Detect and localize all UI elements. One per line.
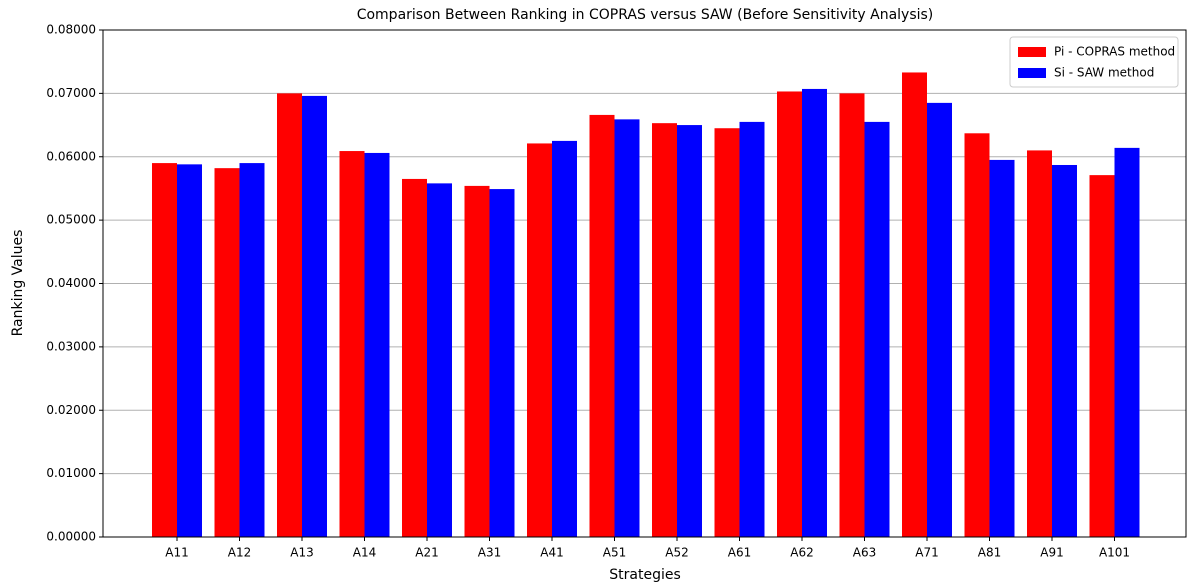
x-tick-label: A21	[415, 546, 438, 560]
bar	[1089, 175, 1115, 537]
x-tick-label: A101	[1099, 546, 1130, 560]
y-tick-label: 0.07000	[46, 86, 96, 100]
x-tick-label: A41	[540, 546, 563, 560]
y-tick-label: 0.04000	[46, 276, 96, 290]
bar	[714, 128, 740, 537]
bar	[552, 140, 577, 537]
chart-title: Comparison Between Ranking in COPRAS ver…	[357, 7, 934, 23]
x-tick-label: A52	[665, 546, 688, 560]
bar	[527, 143, 552, 537]
x-tick-label: A62	[790, 546, 813, 560]
bar	[277, 93, 302, 537]
x-tick-label: A14	[353, 546, 376, 560]
bar	[1052, 164, 1077, 537]
bar	[1114, 147, 1140, 537]
y-tick-label: 0.05000	[46, 213, 96, 227]
legend-swatch	[1018, 68, 1046, 78]
bar	[152, 163, 177, 537]
x-tick-label: A63	[853, 546, 876, 560]
bar	[589, 114, 615, 538]
legend-label: Pi - COPRAS method	[1054, 45, 1175, 59]
bar	[214, 168, 240, 537]
bar	[802, 88, 827, 537]
bar	[427, 183, 452, 537]
bar	[614, 119, 640, 537]
y-tick-label: 0.01000	[46, 466, 96, 480]
bar	[652, 123, 677, 537]
bar	[402, 178, 427, 537]
y-tick-label: 0.03000	[46, 339, 96, 353]
bar	[989, 159, 1015, 537]
x-tick-label: A13	[290, 546, 313, 560]
bar	[239, 163, 265, 537]
legend-label: Si - SAW method	[1054, 66, 1154, 80]
y-tick-label: 0.02000	[46, 403, 96, 417]
x-tick-label: A51	[603, 546, 626, 560]
x-tick-label: A12	[228, 546, 251, 560]
bar	[927, 102, 952, 537]
x-tick-label: A81	[978, 546, 1001, 560]
bar	[964, 133, 990, 537]
plot-frame	[102, 29, 1187, 538]
x-tick-label: A91	[1040, 546, 1063, 560]
y-tick-label: 0.00000	[46, 530, 96, 544]
x-tick-label: A71	[915, 546, 938, 560]
x-tick-label: A31	[478, 546, 501, 560]
bar	[1027, 150, 1052, 537]
bar	[777, 91, 802, 537]
bar	[177, 164, 202, 538]
legend-box	[1009, 36, 1179, 88]
bar	[464, 185, 490, 537]
x-axis-label: Strategies	[609, 567, 681, 583]
bar	[339, 151, 365, 537]
bar	[364, 152, 390, 537]
bar	[677, 125, 702, 537]
legend: Pi - COPRAS method Si - SAW method	[1009, 36, 1179, 88]
bar	[864, 121, 890, 538]
bar	[839, 93, 865, 537]
y-tick-label: 0.08000	[46, 23, 96, 37]
legend-swatch	[1018, 47, 1046, 57]
y-tick-label: 0.06000	[46, 149, 96, 163]
y-axis-label: Ranking Values	[10, 230, 26, 337]
bar	[739, 121, 765, 538]
bar	[302, 95, 327, 537]
x-tick-label: A11	[165, 546, 188, 560]
x-tick-label: A61	[728, 546, 751, 560]
bar	[489, 189, 515, 538]
bar	[902, 72, 927, 538]
